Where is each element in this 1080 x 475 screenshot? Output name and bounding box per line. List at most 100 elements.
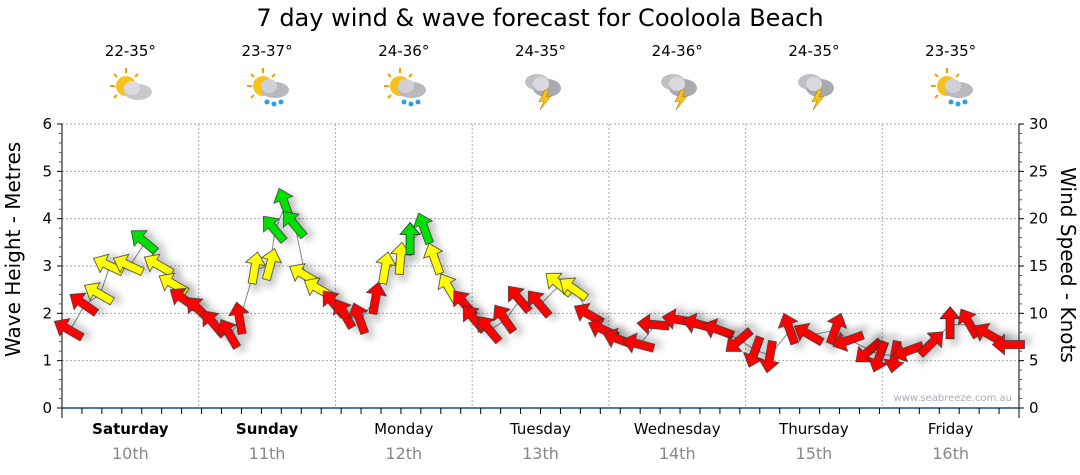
arrow-shape <box>991 333 1025 356</box>
day-label: Sunday <box>235 420 299 438</box>
arrow-shape <box>112 253 145 277</box>
wind-arrow <box>228 301 250 335</box>
arrow-shape <box>143 253 175 278</box>
arrow-shape <box>217 318 242 350</box>
wind-arrow <box>725 327 754 352</box>
wind-arrow <box>69 292 100 317</box>
wind-arrow <box>412 212 434 246</box>
wind-arrow <box>53 318 85 342</box>
y2-tick-label: 10 <box>1029 304 1048 322</box>
arrow-shape <box>916 331 944 358</box>
arrow-shape <box>957 308 982 340</box>
day-label: Wednesday <box>633 420 721 438</box>
y-tick-label: 1 <box>42 352 52 370</box>
day-label: Friday <box>927 420 974 438</box>
arrow-shape <box>825 312 848 346</box>
arrow-shape <box>508 285 533 314</box>
temperature-range: 24-35° <box>788 42 840 60</box>
day-forecast-header: 23-35° <box>883 42 1019 114</box>
wind-arrow <box>375 251 397 285</box>
wind-arrow <box>423 242 445 276</box>
arrow-shape <box>892 341 925 363</box>
wind-arrow <box>263 215 288 244</box>
wind-arrow <box>636 313 670 336</box>
day-forecast-header: 24-36° <box>609 42 745 114</box>
thunderstorm-icon <box>524 74 561 111</box>
wind-arrow <box>916 331 944 358</box>
thunderstorm-icon <box>661 74 698 111</box>
arrow-shape <box>283 211 308 240</box>
wind-line <box>69 204 1011 356</box>
sun-rain-icon <box>930 68 973 107</box>
y2-axis-label: Wind Speed - Knots <box>1056 167 1080 363</box>
wind-arrow <box>957 308 982 340</box>
arrow-shape <box>622 332 656 354</box>
y-tick-label: 2 <box>42 304 52 322</box>
arrow-shape <box>477 316 503 345</box>
y-axis-label: Wave Height - Metres <box>1 141 25 357</box>
day-date: 11th <box>248 444 286 463</box>
y2-tick-label: 30 <box>1029 115 1048 133</box>
arrow-shape <box>84 282 115 306</box>
temperature-range: 24-36° <box>378 42 430 60</box>
day-forecast-header: 24-35° <box>473 42 609 114</box>
arrow-shape <box>636 313 670 336</box>
wind-arrow <box>793 322 825 347</box>
wind-arrow <box>832 330 865 352</box>
y2-tick-label: 15 <box>1029 257 1048 275</box>
y2-tick-label: 5 <box>1029 352 1039 370</box>
wind-arrow <box>365 281 387 316</box>
arrow-shape <box>493 304 518 335</box>
arrow-shape <box>228 301 250 335</box>
temperature-range: 23-37° <box>241 42 293 60</box>
arrow-shape <box>399 221 421 255</box>
arrow-shape <box>758 340 780 374</box>
arrow-shape <box>412 212 434 246</box>
wind-arrow <box>332 299 357 330</box>
day-forecast-header: 23-37° <box>199 42 335 114</box>
wind-arrow <box>347 302 369 335</box>
day-label: Tuesday <box>509 420 572 438</box>
wind-arrow <box>493 304 518 335</box>
wind-arrow <box>112 253 145 277</box>
wind-arrow <box>477 316 503 345</box>
y-tick-label: 5 <box>42 162 52 180</box>
chart-title: 7 day wind & wave forecast for Cooloola … <box>256 4 824 32</box>
y-tick-label: 4 <box>42 210 52 228</box>
wind-arrow <box>527 290 553 319</box>
day-date: 14th <box>658 444 696 463</box>
wind-arrow <box>825 312 848 346</box>
arrow-shape <box>702 318 735 340</box>
day-label: Monday <box>374 420 434 438</box>
wind-arrow <box>260 248 282 282</box>
day-date: 16th <box>932 444 970 463</box>
arrow-shape <box>263 215 288 244</box>
arrow-shape <box>92 253 125 277</box>
arrow-shape <box>725 327 754 352</box>
y2-tick-label: 0 <box>1029 399 1039 417</box>
arrow-shape <box>527 290 553 319</box>
temperature-range: 23-35° <box>925 42 977 60</box>
wind-arrow <box>283 211 308 240</box>
arrow-shape <box>53 318 85 342</box>
day-forecast-header: 24-35° <box>746 42 882 114</box>
y-tick-label: 0 <box>42 399 52 417</box>
day-forecast-header: 24-36° <box>336 42 472 114</box>
arrow-shape <box>347 302 369 335</box>
arrow-shape <box>777 312 800 346</box>
sun-rain-icon <box>383 68 426 107</box>
wind-arrow <box>399 221 421 255</box>
arrow-shape <box>423 242 445 276</box>
day-date: 10th <box>111 444 149 463</box>
wind-arrow <box>143 253 175 278</box>
wind-arrow <box>622 332 656 354</box>
wind-arrow <box>217 318 242 350</box>
sun-rain-icon <box>247 68 290 107</box>
arrow-shape <box>332 299 357 330</box>
temperature-range: 24-36° <box>651 42 703 60</box>
day-forecast-header: 22-35° <box>62 42 198 114</box>
wind-arrow <box>508 285 533 314</box>
temperature-range: 22-35° <box>104 42 156 60</box>
